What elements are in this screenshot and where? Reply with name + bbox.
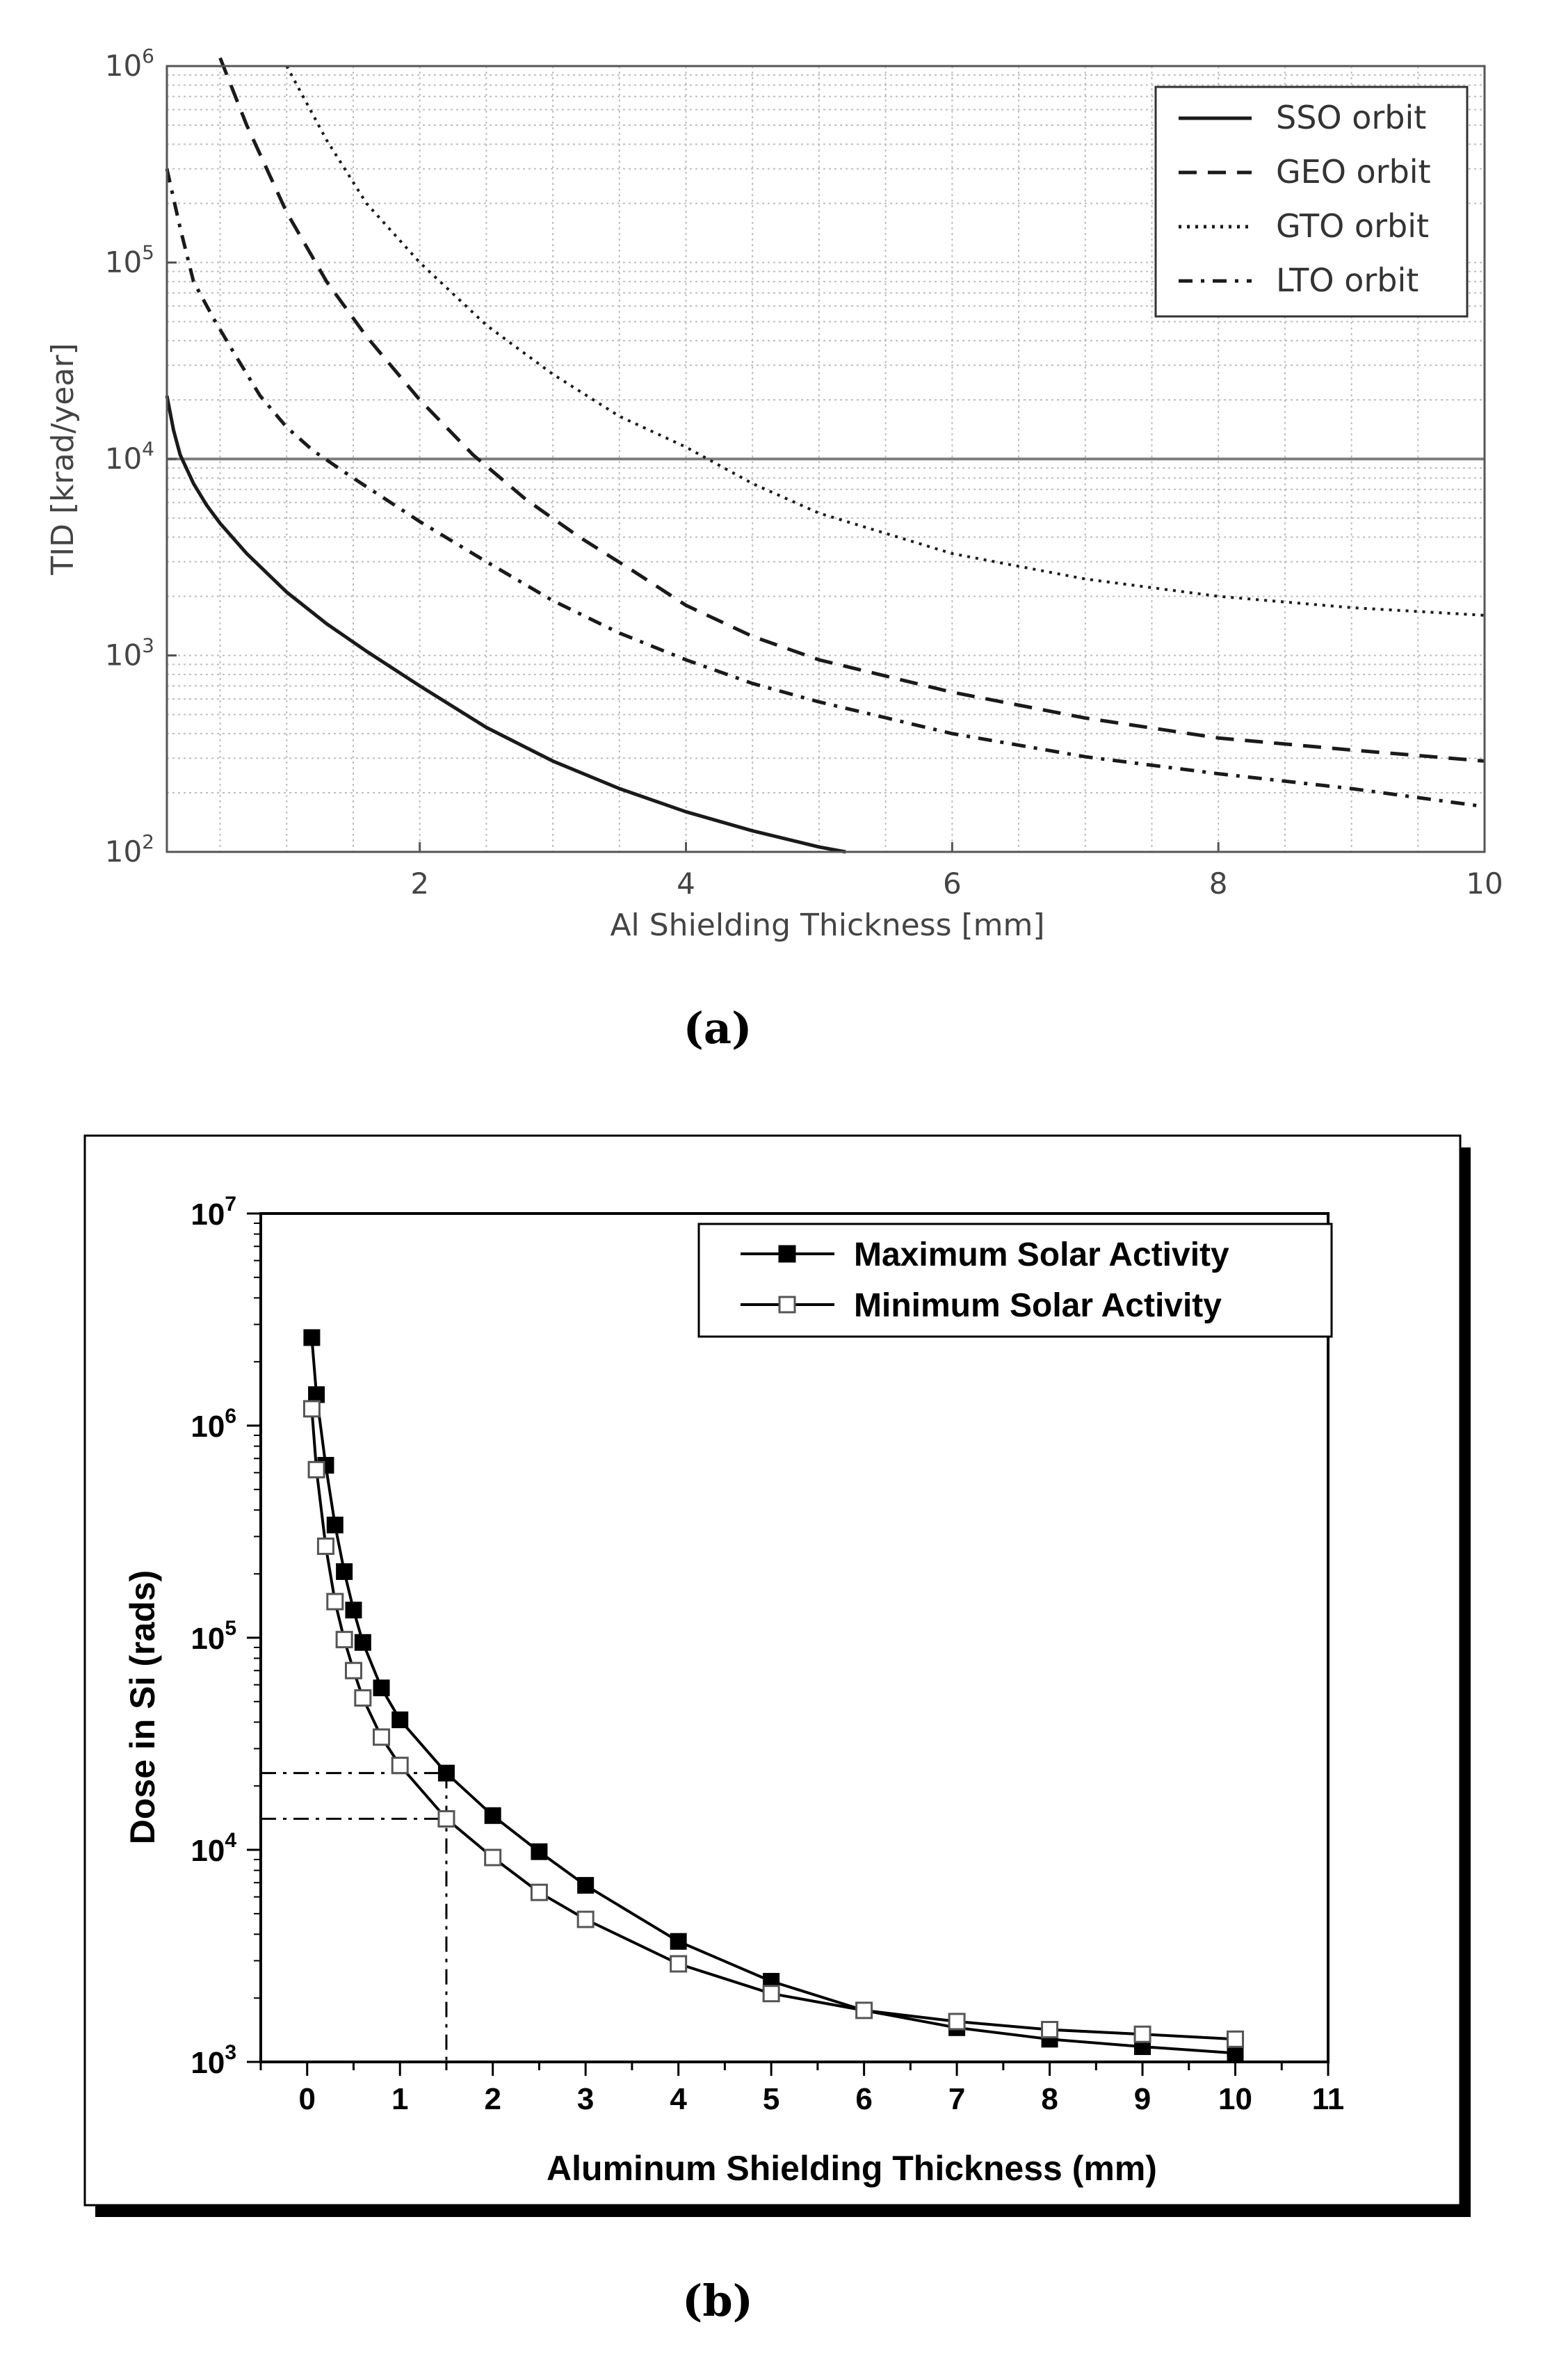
- chart-a-y-tick-label: 106: [105, 45, 154, 83]
- chart-b-marker-1: [354, 1689, 372, 1707]
- chart-a-x-tick-label: 4: [677, 866, 695, 901]
- chart-b-x-tick-label: 0: [298, 2082, 315, 2116]
- chart-b-y-tick-label: 106: [191, 1405, 236, 1444]
- chart-b-x-tick-label: 3: [577, 2082, 594, 2116]
- chart-b-marker-0: [326, 1516, 343, 1533]
- chart-b-x-tick-label: 7: [948, 2082, 965, 2116]
- chart-b-marker-1: [344, 1661, 362, 1679]
- chart-a-x-axis-label: Al Shielding Thickness [mm]: [610, 908, 1044, 943]
- chart-b-marker-0: [354, 1634, 371, 1651]
- chart-b-x-ticks: 0 1 2 3 4 5 6 7 8 9 10 11: [259, 2062, 1345, 2116]
- chart-a-x-tick-label: 8: [1209, 866, 1228, 901]
- chart-b-marker-1: [530, 1883, 548, 1901]
- chart-b-marker-1: [316, 1537, 334, 1555]
- chart-b-marker-0: [437, 1764, 455, 1782]
- chart-b-marker-0: [373, 1679, 390, 1697]
- chart-b-y-tick-label: 103: [191, 2041, 236, 2080]
- chart-a-series-line-3: [165, 168, 1485, 809]
- chart-b-x-tick-label: 11: [1312, 2082, 1345, 2116]
- chart-a-legend: SSO orbit GEO orbit GTO orbit LTO orbit: [1154, 86, 1469, 318]
- chart-b-x-tick-label: 10: [1218, 2082, 1252, 2116]
- chart-b-marker-1: [1041, 2021, 1059, 2039]
- chart-a-y-tick-label: 102: [105, 830, 154, 869]
- chart-a-legend-box: [1154, 86, 1469, 318]
- chart-b-legend-box: [697, 1223, 1333, 1338]
- chart-b-y-ticks: 103 104 105 106 107: [191, 1193, 261, 2080]
- chart-a-legend-label-2: GTO orbit: [1276, 207, 1429, 245]
- chart-b-y-tick-label: 107: [191, 1193, 236, 1232]
- chart-b: 0 1 2 3 4 5 6 7 8 9 10 11 103 104 105 106 107 Aluminum …: [83, 1134, 1471, 2217]
- panel-b-label: (b): [682, 2275, 753, 2326]
- chart-b-marker-0: [391, 1711, 409, 1729]
- chart-a-legend-label-1: GEO orbit: [1276, 153, 1431, 191]
- chart-a-x-tick-label: 10: [1466, 866, 1503, 901]
- chart-a-x-ticks: 2 4 6 8 10: [410, 842, 1503, 901]
- chart-a: 2 4 6 8 10 102 103 104 105 106 Al Shielding Thic…: [45, 45, 1503, 943]
- chart-b-x-tick-label: 6: [855, 2082, 872, 2116]
- chart-b-series-group: [302, 1329, 1245, 2062]
- chart-b-y-tick-label: 105: [191, 1617, 236, 1656]
- chart-b-marker-1: [373, 1728, 391, 1746]
- chart-b-marker-1: [948, 2013, 966, 2031]
- chart-b-y-tick-label: 104: [191, 1829, 236, 1868]
- chart-b-marker-1: [484, 1848, 502, 1867]
- chart-a-series-line-0: [165, 395, 846, 854]
- chart-a-legend-label-3: LTO orbit: [1276, 261, 1419, 299]
- chart-a-y-axis-label: TID [krad/year]: [45, 343, 81, 576]
- chart-a-series-line-1: [218, 57, 1485, 763]
- chart-b-x-tick-label: 4: [670, 2082, 687, 2116]
- chart-b-legend-label-0: Maximum Solar Activity: [854, 1236, 1229, 1273]
- chart-b-x-tick-label: 2: [484, 2082, 501, 2116]
- chart-b-y-axis-label: Dose in Si (rads): [123, 1570, 162, 1845]
- chart-b-marker-0: [336, 1563, 353, 1580]
- chart-b-marker-0: [303, 1329, 321, 1346]
- chart-b-marker-1: [576, 1910, 595, 1928]
- chart-b-marker-1: [855, 2001, 873, 2020]
- chart-b-marker-1: [307, 1460, 325, 1478]
- chart-b-marker-0: [345, 1602, 362, 1619]
- chart-b-legend-label-1: Minimum Solar Activity: [854, 1287, 1222, 1324]
- chart-b-legend: Maximum Solar Activity Minimum Solar Acti…: [697, 1223, 1333, 1338]
- chart-b-marker-0: [531, 1843, 548, 1860]
- chart-b-marker-1: [1227, 2030, 1245, 2048]
- chart-b-legend-swatch-marker-0: [778, 1245, 796, 1263]
- chart-a-y-tick-label: 105: [105, 241, 154, 280]
- chart-b-x-tick-label: 9: [1134, 2082, 1151, 2116]
- chart-a-series-line-2: [285, 65, 1485, 617]
- chart-b-marker-1: [762, 1985, 780, 2003]
- chart-b-marker-1: [302, 1400, 321, 1418]
- chart-b-marker-0: [484, 1807, 501, 1824]
- chart-b-marker-1: [391, 1757, 409, 1775]
- chart-b-marker-0: [670, 1933, 687, 1950]
- chart-b-marker-0: [577, 1877, 595, 1894]
- panel-a-label: (a): [684, 1003, 752, 1054]
- chart-a-y-tick-label: 104: [105, 437, 154, 476]
- chart-b-x-tick-label: 5: [763, 2082, 779, 2116]
- chart-b-marker-0: [308, 1386, 325, 1403]
- chart-b-x-axis-label: Aluminum Shielding Thickness (mm): [547, 2149, 1157, 2188]
- chart-b-x-tick-label: 1: [391, 2082, 408, 2116]
- chart-b-x-tick-label: 8: [1041, 2082, 1058, 2116]
- chart-a-x-tick-label: 6: [943, 866, 962, 901]
- chart-a-series-group: [165, 57, 1485, 854]
- chart-b-marker-1: [1133, 2025, 1151, 2043]
- chart-b-marker-1: [335, 1631, 353, 1649]
- chart-a-legend-label-0: SSO orbit: [1276, 99, 1426, 136]
- chart-b-marker-1: [670, 1955, 688, 1973]
- chart-b-marker-1: [437, 1809, 455, 1828]
- chart-a-y-tick-label: 103: [105, 634, 154, 672]
- chart-a-x-tick-label: 2: [410, 866, 429, 901]
- chart-b-marker-1: [326, 1593, 344, 1611]
- chart-a-y-ticks: 102 103 104 105 106: [105, 45, 177, 869]
- chart-b-legend-swatch-marker-1: [778, 1296, 796, 1314]
